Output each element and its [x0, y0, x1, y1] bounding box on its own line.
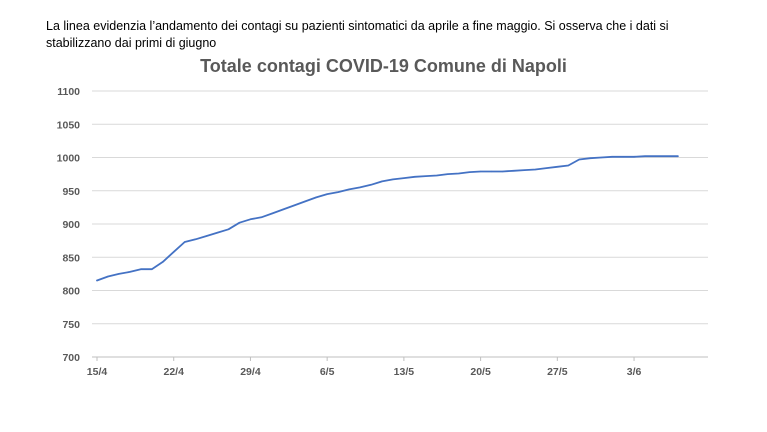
- data-point: [381, 180, 383, 183]
- data-point: [315, 196, 317, 198]
- x-tick-label: 27/5: [547, 366, 568, 378]
- data-point: [227, 228, 230, 230]
- data-point: [96, 279, 98, 282]
- gridlines: [92, 90, 708, 325]
- data-point: [523, 169, 526, 171]
- series-layer: [96, 155, 679, 282]
- data-point: [118, 273, 120, 275]
- y-tick-label: 850: [62, 252, 80, 264]
- data-point: [260, 216, 262, 218]
- data-point: [359, 186, 361, 189]
- data-point: [436, 174, 438, 177]
- y-tick-label: 1100: [57, 86, 80, 98]
- data-point: [370, 184, 372, 186]
- data-point: [195, 238, 197, 240]
- data-point: [129, 271, 131, 273]
- x-tick-label: 3/6: [627, 366, 642, 378]
- data-point: [414, 176, 416, 178]
- data-point: [238, 222, 241, 224]
- data-point: [677, 155, 679, 157]
- caption-text: La linea evidenzia l’andamento dei conta…: [46, 19, 669, 50]
- data-point: [633, 156, 635, 158]
- y-tick-label: 1050: [57, 119, 81, 131]
- data-point: [107, 275, 109, 278]
- data-point: [611, 156, 613, 158]
- data-point: [589, 157, 591, 159]
- data-point: [184, 241, 186, 243]
- data-point: [337, 191, 339, 193]
- y-tick-label: 800: [62, 286, 80, 298]
- data-point: [480, 170, 482, 173]
- data-point: [490, 170, 493, 173]
- data-point: [567, 164, 569, 167]
- data-point: [293, 204, 295, 206]
- data-point: [206, 235, 208, 237]
- data-point: [162, 261, 164, 263]
- data-point: [140, 268, 142, 270]
- data-point: [556, 166, 558, 168]
- data-point: [622, 156, 624, 158]
- chart-title: Totale contagi COVID-19 Comune di Napoli: [200, 56, 567, 76]
- data-point: [458, 172, 460, 175]
- data-point: [249, 218, 252, 220]
- data-point: [392, 178, 394, 181]
- data-point: [216, 232, 219, 234]
- series-line: [96, 155, 679, 282]
- x-tick-label: 6/5: [320, 366, 335, 378]
- x-tick-label: 22/4: [164, 366, 185, 378]
- x-tick-label: 29/4: [240, 366, 261, 378]
- data-point: [403, 177, 405, 179]
- x-tick-label: 15/4: [87, 366, 108, 378]
- data-point: [447, 173, 449, 175]
- data-point: [173, 251, 175, 253]
- data-point: [469, 171, 471, 173]
- x-tick-label: 20/5: [470, 366, 491, 378]
- data-point: [425, 175, 427, 177]
- y-tick-label: 1000: [57, 153, 81, 165]
- y-tick-label: 950: [62, 186, 80, 198]
- x-tick-label: 13/5: [394, 366, 415, 378]
- data-point: [151, 268, 153, 270]
- y-tick-label: 750: [62, 319, 80, 331]
- data-point: [600, 156, 602, 159]
- data-point: [348, 188, 350, 191]
- data-point: [282, 208, 284, 210]
- x-axis: [92, 356, 708, 361]
- y-axis-tick-labels: 700 750 800 850 900 950 1000 1050 1100: [57, 86, 81, 364]
- x-axis-tick-labels: 15/4 22/4 29/4 6/5 13/5 20/5 27/5 3/6: [87, 366, 642, 378]
- data-point: [655, 155, 657, 157]
- data-point: [666, 155, 668, 157]
- data-point: [271, 212, 273, 214]
- data-point: [501, 170, 504, 173]
- y-tick-label: 900: [62, 219, 80, 231]
- data-point: [534, 168, 537, 171]
- data-point: [644, 155, 646, 157]
- data-point: [326, 193, 328, 195]
- data-point: [545, 167, 547, 169]
- y-tick-label: 700: [62, 352, 80, 364]
- data-point: [512, 170, 515, 172]
- data-point: [578, 158, 580, 161]
- data-point: [304, 200, 306, 202]
